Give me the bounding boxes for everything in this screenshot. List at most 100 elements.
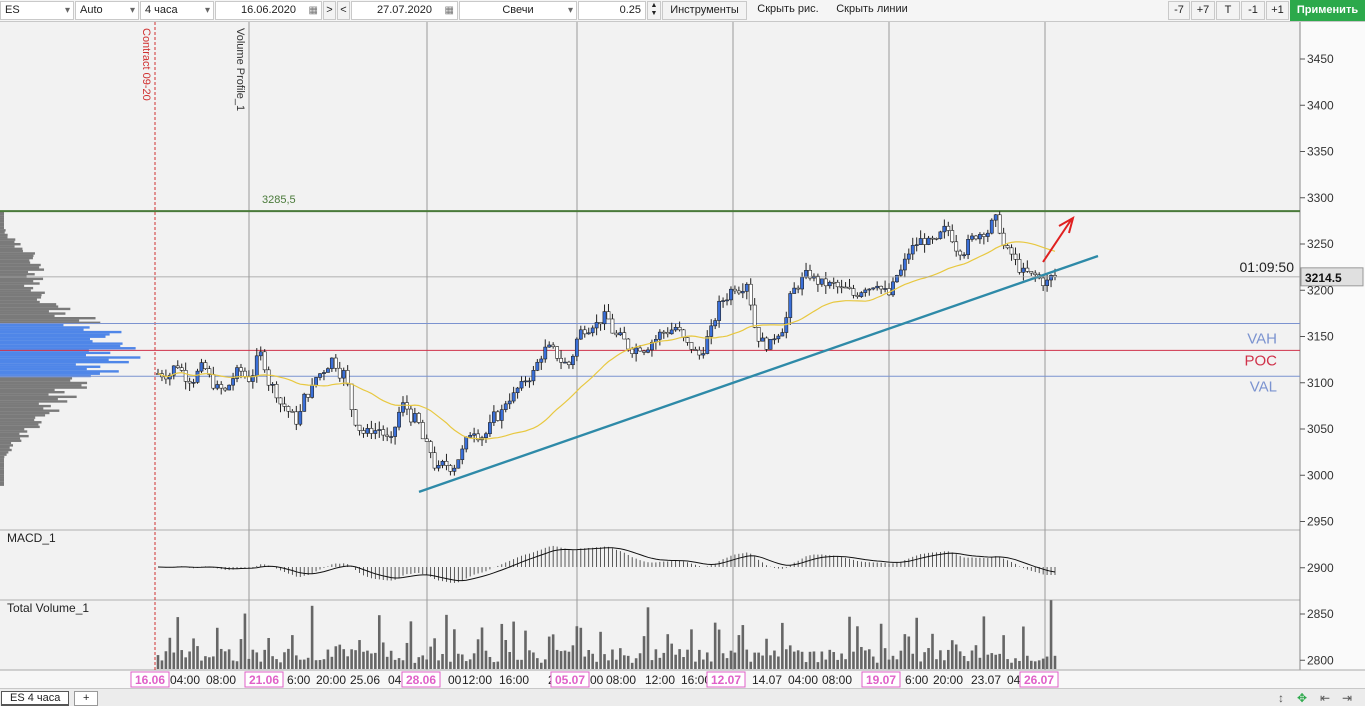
candle-body (673, 326, 678, 331)
profile-bar (0, 256, 33, 260)
fit-vertical-icon[interactable]: ↕ (1278, 691, 1284, 705)
candle-body (922, 238, 927, 245)
candle-body (1025, 267, 1030, 272)
volume-bar (804, 662, 808, 669)
profile-bar (0, 219, 4, 223)
hide-drawings-button[interactable]: Скрыть рис. (757, 3, 819, 15)
candle-body (401, 402, 405, 413)
profile-bar (0, 395, 77, 399)
volume-pane (0, 600, 1300, 670)
expand-icon[interactable]: ✥ (1297, 691, 1308, 705)
candle-body (954, 241, 959, 252)
candle-body (567, 361, 571, 366)
toolbar: ES Auto 4 часа 16.06.2020 > < 27.07.2020… (0, 0, 1365, 22)
candle-body (713, 320, 718, 327)
candle-body (646, 349, 650, 353)
volume-bar (504, 640, 508, 669)
profile-bar (0, 402, 39, 405)
candle-body (819, 278, 824, 285)
time-label: 25.06 (350, 673, 380, 687)
chart-type-select[interactable]: Свечи (459, 1, 577, 20)
macd-signal-line (157, 547, 1056, 582)
candle-body (274, 384, 279, 399)
price-chart[interactable]: Contract 09-20 Volume Profile_1 3285,5 VAH… (0, 22, 1365, 688)
hide-lines-button[interactable]: Скрыть линии (836, 3, 908, 15)
profile-bar (0, 328, 84, 331)
volume-profile-label: Volume Profile_1 (234, 28, 246, 111)
price-tick-label: 3400 (1307, 98, 1334, 112)
volume-bar (381, 642, 385, 669)
profile-bar (0, 249, 23, 253)
date-to-input[interactable]: 27.07.2020 (351, 1, 458, 20)
volume-bar (449, 661, 452, 669)
volume-bar (729, 650, 733, 669)
candle-body (717, 300, 722, 321)
tab-es-4h[interactable]: ES 4 часа (1, 691, 70, 706)
volume-bar (547, 636, 551, 669)
candle-body (574, 338, 579, 357)
symbol-select[interactable]: ES (0, 1, 74, 20)
timeframe-select[interactable]: 4 часа (140, 1, 214, 20)
price-tick-label: 2850 (1307, 607, 1334, 621)
candle-body (357, 424, 362, 431)
apply-button[interactable]: Применить (1290, 0, 1365, 21)
plus7-button[interactable]: +7 (1191, 1, 1215, 20)
candle-body (796, 287, 801, 290)
profile-bar (0, 451, 9, 454)
volume-bar (575, 626, 579, 669)
candle-body (638, 347, 642, 352)
volume-bar (741, 625, 745, 669)
volume-bar (472, 653, 476, 669)
time-label: 08:00 (606, 673, 636, 687)
tools-button[interactable]: Инструменты (662, 1, 747, 20)
scale-mode-select[interactable]: Auto (75, 1, 139, 20)
macd-pane (0, 529, 1300, 600)
candle-body (586, 332, 591, 335)
volume-bar (156, 655, 160, 669)
nav-prev-button[interactable]: < (337, 1, 350, 20)
volume-bar (1026, 655, 1029, 669)
scroll-left-icon[interactable]: ⇤ (1320, 691, 1331, 705)
volume-bar (295, 655, 298, 669)
date-from-input[interactable]: 16.06.2020 (215, 1, 322, 20)
profile-bar (0, 229, 6, 232)
time-label: 04 (1007, 673, 1021, 687)
candle-body (235, 367, 239, 379)
volume-bar (919, 661, 922, 669)
plus1-button[interactable]: +1 (1266, 1, 1289, 20)
candle-body (322, 372, 326, 374)
tick-size-input[interactable]: 0.25 (578, 1, 646, 20)
volume-bar (757, 652, 760, 669)
scroll-start-icon[interactable]: ⇥ (1342, 691, 1353, 705)
tick-size-spinner[interactable]: ▲ ▼ (647, 1, 661, 20)
volume-bar (168, 637, 172, 669)
profile-bar (0, 240, 15, 244)
profile-bar (0, 483, 4, 486)
volume-bar (413, 662, 417, 669)
chart-area[interactable]: Contract 09-20 Volume Profile_1 3285,5 VAH… (0, 22, 1365, 688)
volume-bar (717, 629, 721, 669)
profile-bar (0, 481, 4, 484)
minus7-button[interactable]: -7 (1168, 1, 1190, 20)
candle-body (642, 350, 646, 353)
candle-body (946, 225, 951, 231)
profile-bar (0, 404, 51, 408)
add-tab-button[interactable]: + (74, 691, 99, 706)
nav-next-button[interactable]: > (323, 1, 336, 20)
profile-bar (0, 354, 86, 357)
volume-bar (638, 653, 642, 669)
tab-bar: ES 4 часа + ↕ ✥ ⇤ ⇥ (0, 688, 1365, 706)
minus1-button[interactable]: -1 (1241, 1, 1265, 20)
level-poc-label: POC (1244, 352, 1277, 369)
profile-bar (0, 467, 4, 470)
volume-bar (856, 626, 859, 669)
volume-bar (283, 652, 286, 669)
time-label: 00 (448, 673, 462, 687)
volume-bar (204, 656, 207, 669)
volume-bar (200, 660, 203, 669)
volume-bar (421, 655, 425, 669)
volume-bar (496, 661, 500, 669)
t-button[interactable]: T (1216, 1, 1240, 20)
profile-bar (0, 430, 28, 433)
volume-bar (844, 659, 847, 669)
